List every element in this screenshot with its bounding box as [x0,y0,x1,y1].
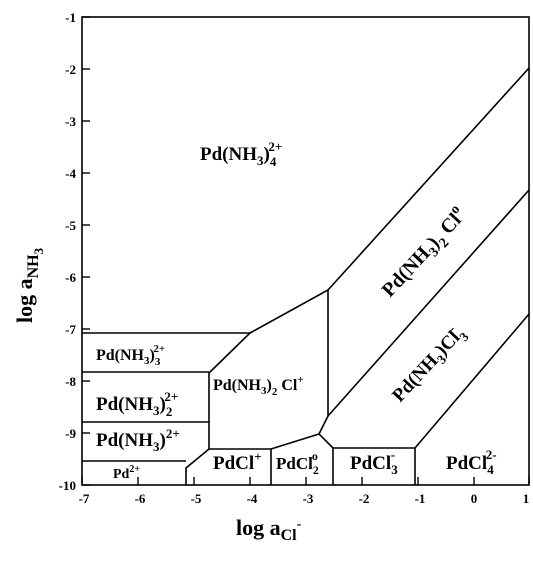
x-tick-label: -6 [135,491,146,506]
x-tick-label: -7 [79,491,90,506]
region-label-pdcl2: PdCl2o [276,449,319,477]
y-tick-label: -10 [59,478,76,493]
y-axis-label: log aNH3 [12,247,46,323]
region-label-pd-nh3-2-cl: Pd(NH3)2 Cl+ [213,374,304,398]
x-axis-ticks [81,477,530,485]
boundary-cl-mid [209,433,320,450]
boundary-nh3-4 [82,332,252,485]
x-tick-label: -1 [415,491,426,506]
x-tick-labels: -7 -6 -5 -4 -3 -2 -1 0 1 [79,491,530,506]
region-label-pdcl4: PdCl42- [446,447,497,477]
region-label-pd-nh3: Pd(NH3)2+ [96,426,180,454]
region-label-pd: Pd2+ [113,464,140,482]
x-tick-label: -5 [191,491,202,506]
x-tick-label: -2 [359,491,370,506]
y-tick-label: -4 [65,166,76,181]
region-label-pd-nh3-4: Pd(NH3)42+ [200,139,282,169]
y-tick-label: -5 [65,218,76,233]
boundary-lower-diag [327,189,530,417]
y-tick-label: -8 [65,374,76,389]
y-tick-label: -6 [65,270,76,285]
region-label-pd-nh3-3: Pd(NH3)32+ [96,343,165,368]
boundary-nh3cl-vert [318,290,334,449]
y-axis-ticks [82,16,90,486]
x-axis-label: log aCl- [236,515,302,544]
x-tick-label: 1 [523,491,530,506]
x-tick-label: 0 [471,491,478,506]
boundary-pdcl4 [414,313,530,449]
region-boundaries [82,67,530,485]
y-tick-labels: -1 -2 -3 -4 -5 -6 -7 -8 -9 -10 [59,10,77,493]
x-tick-label: -4 [247,491,258,506]
y-tick-label: -1 [65,10,76,25]
region-label-pd-nh3-2: Pd(NH3)22+ [96,389,178,419]
y-tick-label: -3 [65,114,76,129]
region-label-pdcl: PdCl+ [213,449,262,474]
y-tick-label: -2 [65,62,76,77]
x-tick-label: -3 [303,491,314,506]
y-tick-label: -7 [65,322,76,337]
region-label-pdcl3: PdCl3- [350,447,398,477]
region-label-pd-nh3-2-cl0: Pd(NH3)2 Clo [375,202,474,305]
y-tick-label: -9 [65,426,76,441]
